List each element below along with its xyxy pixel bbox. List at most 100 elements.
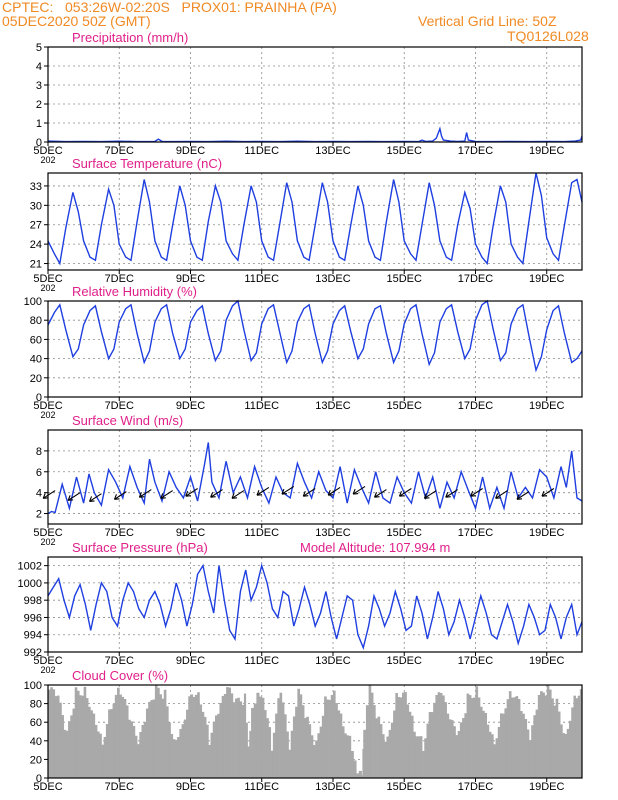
- cloud-cover-bar: [219, 702, 223, 778]
- cloud-cover-bar: [386, 736, 390, 778]
- x-tick-label: 13DEC: [315, 273, 351, 285]
- cloud-cover-bar: [306, 716, 309, 778]
- cloud-cover-bar: [152, 699, 156, 778]
- pressure-title: Surface Pressure (hPa): [72, 540, 208, 555]
- cloud-cover-bar: [108, 709, 111, 778]
- cloud-cover-bar: [105, 724, 109, 778]
- cloud-cover-bar: [528, 740, 532, 778]
- cloud-cover-bar: [121, 696, 125, 778]
- wind-arrow-head: [89, 500, 95, 502]
- cloud-cover-bar: [210, 732, 214, 778]
- wind-arrow-head: [541, 490, 545, 497]
- cloud-cover-bar: [251, 707, 255, 778]
- x-year-partial-label: 202: [40, 537, 55, 547]
- cloud-cover-bar: [430, 712, 434, 778]
- cloud-cover-bar: [442, 695, 445, 778]
- cloud-cover-bar: [99, 733, 102, 778]
- cloud-cover-bar: [243, 693, 247, 778]
- cloud-cover-bar: [393, 710, 396, 778]
- cloud-cover-bar: [517, 698, 521, 778]
- wind-arrow-shaft: [139, 489, 152, 498]
- cloud-cover-bar: [508, 691, 512, 778]
- cloud-cover-bar: [415, 736, 418, 778]
- x-year-partial-label: 202: [40, 410, 55, 420]
- wind-arrow-head: [328, 494, 334, 496]
- cloud-cover-bar: [571, 707, 574, 778]
- cloud-cover-bar: [557, 711, 561, 778]
- wind-arrow-shaft: [67, 492, 81, 501]
- cloud-cover-bar: [286, 731, 289, 778]
- cloud-cover-bar: [540, 691, 543, 778]
- cloud-cover-bar: [546, 685, 550, 778]
- wind-arrow-head: [374, 496, 380, 498]
- wind-arrow: [231, 490, 245, 499]
- x-tick-label: 7DEC: [105, 400, 134, 412]
- wind-arrow-head: [398, 490, 402, 497]
- y-tick-label: 992: [24, 647, 42, 659]
- wind-arrow-shaft: [185, 488, 198, 497]
- cloud-cover-bar: [150, 700, 154, 778]
- cloud-cover-bar: [573, 695, 576, 778]
- wind-arrow-head: [445, 492, 449, 498]
- cloud-cover-bar: [404, 691, 407, 778]
- cloud-cover-bar: [223, 693, 227, 778]
- y-tick-label: 24: [30, 239, 42, 251]
- cloud-cover-bar: [50, 687, 53, 778]
- cloud-cover-bar: [326, 699, 329, 778]
- cloud-cover-bar: [76, 690, 80, 778]
- wind-arrow-head: [445, 496, 451, 498]
- y-tick-label: 3: [36, 80, 42, 92]
- x-tick-label: 17DEC: [458, 781, 494, 793]
- cloud-cover-bar: [203, 716, 207, 778]
- y-tick-label: 40: [30, 736, 42, 748]
- cloud-cover-bar: [301, 705, 305, 778]
- wind-arrow: [281, 485, 295, 495]
- cloud-cover-bar: [134, 735, 138, 778]
- cloud-cover-bar: [90, 710, 93, 778]
- cloud-cover-bar: [212, 721, 216, 778]
- cloud-cover-bar: [232, 702, 236, 778]
- wind-arrow-shaft: [114, 491, 127, 500]
- cloud-cover-bar: [157, 687, 160, 778]
- cloud-cover-bar: [139, 732, 142, 778]
- wind-arrow-head: [470, 495, 476, 497]
- cloud-cover-bar: [395, 693, 398, 778]
- wind-arrow: [302, 488, 316, 497]
- cloud-cover-bar: [408, 711, 412, 778]
- cloud-cover-bar: [453, 726, 456, 778]
- cloud-cover-bar: [166, 706, 169, 778]
- wind-arrow-head: [68, 499, 74, 501]
- wind-arrow-shaft: [281, 485, 295, 495]
- cloud-cover-bar: [515, 696, 519, 778]
- cloud-cover-bar: [68, 721, 71, 778]
- wind-arrow-head: [113, 494, 117, 500]
- cloud-cover-bar: [468, 695, 472, 778]
- cloud-cover-bar: [183, 719, 187, 778]
- cloud-cover-bar: [137, 744, 140, 778]
- cloud-cover-bar: [194, 694, 198, 778]
- wind-arrow: [210, 489, 223, 498]
- wind-arrow-shaft: [495, 490, 508, 499]
- humidity-frame: [47, 300, 583, 398]
- cloud-cover-bar: [533, 715, 537, 778]
- wind-arrow-head: [185, 495, 191, 497]
- panel-cloud-cover: 0 20 40 60 80 100 5DEC 7DEC 9DEC 11DEC 13DEC 15DEC 1…: [24, 668, 583, 793]
- cloud-cover-bar: [373, 705, 376, 778]
- cloud-cover-bar: [413, 731, 416, 778]
- wind-arrow-head: [210, 496, 216, 498]
- cloud-cover-bar: [464, 713, 467, 778]
- x-tick-label: 11DEC: [244, 145, 279, 157]
- cloud-cover-bar: [504, 708, 508, 778]
- cloud-cover-bar: [56, 695, 60, 778]
- cloud-cover-bar: [128, 719, 131, 778]
- cloud-cover-bar: [110, 709, 113, 778]
- humidity-title: Relative Humidity (%): [72, 284, 197, 299]
- x-tick-label: 19DEC: [529, 400, 565, 412]
- cloud-cover-bar: [560, 724, 563, 778]
- cloud-cover-bar: [299, 694, 303, 778]
- cloud-cover-bar: [428, 711, 432, 778]
- wind-arrow-shaft: [470, 488, 483, 497]
- cloud-cover-bar: [179, 728, 182, 778]
- cloud-cover-bar: [74, 687, 78, 778]
- x-tick-label: 9DEC: [176, 655, 205, 667]
